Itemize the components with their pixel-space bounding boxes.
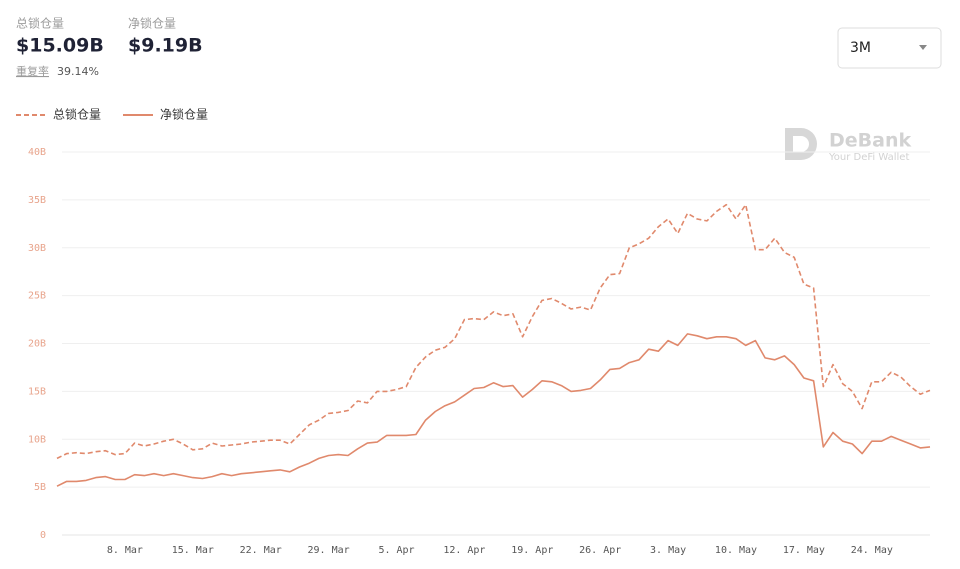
x-tick-label: 15. Mar	[172, 545, 214, 556]
x-tick-label: 29. Mar	[308, 545, 350, 556]
x-tick-label: 8. Mar	[107, 545, 143, 556]
range-dropdown[interactable]: 3M	[837, 27, 942, 69]
plot: 0 5B 10B 15B 20B 25B 30B 35B 40B 8. Mar 15. Mar 22.…	[28, 147, 931, 556]
x-tick-label: 19. Apr	[511, 545, 553, 556]
net-label: 净锁仓量	[128, 16, 176, 31]
legend: 总锁仓量 净锁仓量	[16, 107, 208, 122]
y-tick-label: 25B	[28, 291, 46, 302]
reuse-value: 39.14%	[57, 65, 99, 78]
x-tick-label: 3. May	[650, 545, 686, 556]
y-tick-label: 5B	[34, 482, 46, 493]
dropdown-box[interactable]	[837, 27, 942, 69]
x-tick-label: 24. May	[851, 545, 893, 556]
reuse-label: 重复率	[16, 64, 49, 78]
watermark-name: DeBank	[829, 130, 911, 152]
series-line	[56, 203, 931, 460]
y-tick-label: 15B	[28, 386, 46, 397]
watermark-logo	[785, 128, 817, 160]
y-tick-label: 30B	[28, 243, 46, 254]
x-tick-label: 12. Apr	[443, 545, 485, 556]
series-line	[56, 333, 931, 487]
total-value: $15.09B	[16, 35, 104, 57]
y-tick-label: 40B	[28, 147, 46, 158]
dropdown-value[interactable]: 3M	[850, 40, 871, 56]
y-tick-label: 10B	[28, 434, 46, 445]
x-tick-label: 17. May	[783, 545, 825, 556]
legend-label: 净锁仓量	[160, 107, 208, 122]
x-tick-label: 22. Mar	[240, 545, 282, 556]
x-tick-label: 10. May	[715, 545, 757, 556]
watermark: DeBank Your DeFi Wallet	[785, 128, 911, 163]
legend-label: 总锁仓量	[53, 107, 101, 122]
y-tick-label: 35B	[28, 195, 46, 206]
dropdown-caret	[919, 45, 927, 50]
net-value: $9.19B	[128, 35, 203, 57]
y-tick-label: 20B	[28, 339, 46, 350]
total-label: 总锁仓量	[16, 16, 64, 31]
watermark-tagline: Your DeFi Wallet	[828, 152, 909, 163]
y-tick-label: 0	[40, 530, 46, 541]
x-tick-label: 26. Apr	[579, 545, 621, 556]
x-tick-label: 5. Apr	[378, 545, 414, 556]
